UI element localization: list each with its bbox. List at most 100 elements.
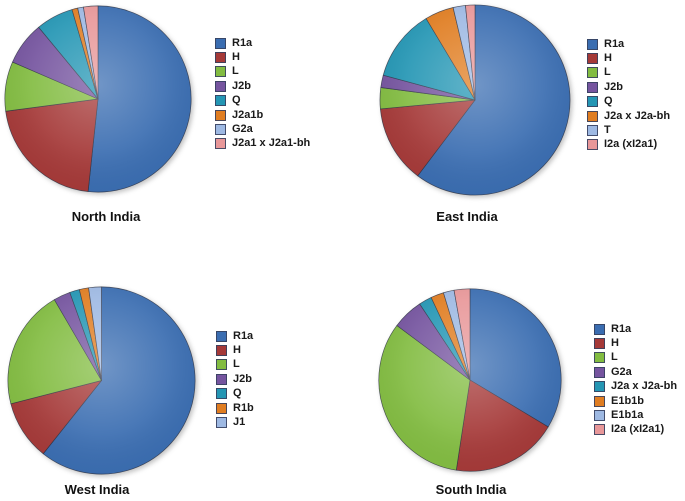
legend-swatch-icon [216, 417, 227, 429]
legend-swatch-icon [594, 424, 605, 436]
chart-title-south-india: South India [435, 482, 507, 497]
legend-swatch-icon [215, 138, 226, 150]
legend-north-india: R1a H L J2b Q J2a1b G2a J2a1 x J2a1-bh [215, 36, 310, 151]
legend-item-h: H [587, 51, 670, 65]
legend-item-l: L [215, 65, 310, 79]
legend-label: E1b1b [611, 394, 645, 407]
legend-item-r1a: R1a [594, 322, 677, 336]
pie-sheen-overlay [4, 5, 192, 193]
legend-swatch-icon [587, 53, 598, 65]
pie-sheen-overlay [378, 288, 562, 472]
legend-item-i2a-xi2a1: I2a (xI2a1) [594, 423, 677, 437]
legend-swatch-icon [587, 110, 598, 122]
legend-label: J2b [233, 372, 252, 385]
legend-item-l: L [216, 358, 254, 372]
legend-swatch-icon [587, 96, 598, 108]
legend-label: R1a [604, 37, 625, 50]
legend-swatch-icon [594, 338, 605, 350]
pie-east-india [379, 4, 571, 196]
legend-item-g2a: G2a [594, 365, 677, 379]
legend-item-j2b: J2b [216, 372, 254, 386]
legend-swatch-icon [216, 330, 227, 342]
legend-item-j2a1-x-j2a1-bh: J2a1 x J2a1-bh [215, 137, 310, 151]
legend-swatch-icon [216, 402, 227, 414]
legend-swatch-icon [215, 80, 226, 92]
legend-label: H [604, 52, 612, 65]
legend-label: J1 [233, 416, 246, 429]
legend-item-q: Q [587, 95, 670, 109]
legend-item-q: Q [216, 387, 254, 401]
legend-label: J2b [232, 79, 251, 92]
legend-label: I2a (xI2a1) [611, 423, 665, 436]
legend-item-t: T [587, 123, 670, 137]
legend-swatch-icon [587, 67, 598, 79]
legend-swatch-icon [594, 366, 605, 378]
legend-south-india: R1a H L G2a J2a x J2a-bh E1b1b E1b1a I2a (xI2a1… [594, 322, 677, 437]
pie-west-india [7, 286, 196, 475]
legend-swatch-icon [216, 388, 227, 400]
chart-title-west-india: West India [64, 482, 130, 497]
legend-item-e1b1b: E1b1b [594, 394, 677, 408]
legend-item-h: H [594, 336, 677, 350]
legend-item-j2b: J2b [215, 79, 310, 93]
legend-label: L [232, 65, 239, 78]
chart-title-north-india: North India [71, 209, 141, 224]
legend-item-j2a-x-j2a-bh: J2a x J2a-bh [594, 380, 677, 394]
legend-west-india: R1a H L J2b Q R1b J1 [216, 329, 254, 430]
legend-swatch-icon [587, 81, 598, 93]
legend-swatch-icon [216, 373, 227, 385]
legend-swatch-icon [587, 139, 598, 151]
legend-item-h: H [215, 50, 310, 64]
legend-label: H [233, 344, 241, 357]
legend-swatch-icon [215, 52, 226, 64]
legend-item-e1b1a: E1b1a [594, 408, 677, 422]
legend-label: R1a [611, 322, 632, 335]
legend-label: G2a [232, 123, 253, 136]
legend-item-r1a: R1a [215, 36, 310, 50]
pie-south-india [378, 288, 562, 472]
legend-item-r1a: R1a [216, 329, 254, 343]
legend-label: I2a (xI2a1) [604, 138, 658, 151]
legend-east-india: R1a H L J2b Q J2a x J2a-bh T I2a (xI2a1) [587, 37, 670, 152]
legend-swatch-icon [594, 323, 605, 335]
legend-swatch-icon [216, 359, 227, 371]
legend-label: L [233, 358, 240, 371]
legend-swatch-icon [594, 381, 605, 393]
legend-item-q: Q [215, 94, 310, 108]
legend-item-j1: J1 [216, 415, 254, 429]
legend-label: R1a [232, 36, 253, 49]
legend-label: Q [233, 387, 242, 400]
legend-label: H [232, 51, 240, 64]
legend-swatch-icon [594, 395, 605, 407]
legend-label: J2a1b [232, 108, 264, 121]
legend-item-i2a-xi2a1: I2a (xI2a1) [587, 138, 670, 152]
legend-swatch-icon [587, 125, 598, 137]
legend-item-r1a: R1a [587, 37, 670, 51]
legend-label: T [604, 124, 611, 137]
legend-label: L [604, 66, 611, 79]
legend-label: R1b [233, 401, 254, 414]
legend-item-g2a: G2a [215, 122, 310, 136]
legend-item-h: H [216, 343, 254, 357]
legend-item-j2a-x-j2a-bh: J2a x J2a-bh [587, 109, 670, 123]
legend-label: H [611, 337, 619, 350]
legend-label: Q [232, 94, 241, 107]
legend-label: L [611, 351, 618, 364]
legend-label: J2a x J2a-bh [611, 380, 678, 393]
legend-swatch-icon [215, 109, 226, 121]
pie-sheen-overlay [379, 4, 571, 196]
legend-label: R1a [233, 329, 254, 342]
chart-title-east-india: East India [436, 209, 498, 224]
legend-item-j2a1b: J2a1b [215, 108, 310, 122]
legend-item-r1b: R1b [216, 401, 254, 415]
pie-sheen-overlay [7, 286, 196, 475]
legend-swatch-icon [594, 410, 605, 422]
legend-item-l: L [594, 351, 677, 365]
legend-label: E1b1a [611, 409, 644, 422]
legend-item-j2b: J2b [587, 80, 670, 94]
legend-swatch-icon [215, 95, 226, 107]
legend-swatch-icon [215, 66, 226, 78]
legend-label: G2a [611, 365, 632, 378]
legend-label: J2b [604, 80, 623, 93]
